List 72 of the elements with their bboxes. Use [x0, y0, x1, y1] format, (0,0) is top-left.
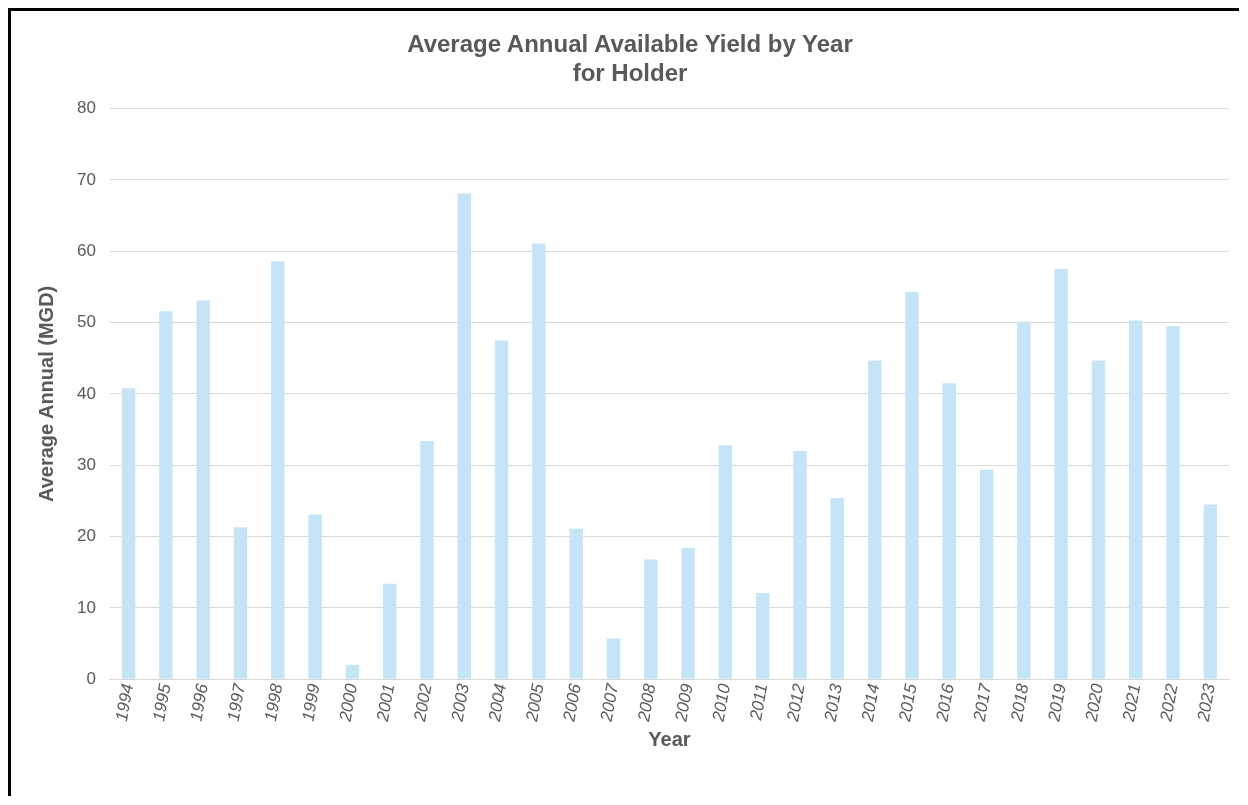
x-tick-label: 2018	[1006, 681, 1033, 724]
bar	[905, 291, 919, 679]
bar	[1017, 321, 1031, 679]
bar	[457, 193, 471, 679]
x-tick-label: 2008	[633, 681, 660, 724]
bar	[1054, 269, 1068, 679]
y-tick-label: 80	[76, 98, 96, 118]
bar	[942, 383, 956, 679]
x-tick-label: 1999	[298, 681, 324, 723]
bar	[532, 243, 546, 679]
x-tick-label: 1995	[149, 681, 175, 723]
bar	[1166, 326, 1180, 679]
x-tick-label: 2012	[783, 681, 809, 724]
bar	[196, 300, 210, 679]
bar	[718, 445, 733, 679]
x-tick-label: 2021	[1118, 682, 1145, 724]
chart-title: Average Annual Available Yield by Year for Holder	[407, 30, 853, 86]
bar	[867, 360, 882, 679]
bar	[382, 583, 397, 679]
bar	[494, 340, 509, 679]
y-axis-title: Average Annual (MGD)	[34, 285, 57, 503]
bar	[308, 514, 322, 679]
y-tick-label: 70	[76, 169, 96, 189]
x-tick-label: 2010	[708, 681, 735, 724]
x-tick-label: 2020	[1081, 681, 1108, 724]
bar	[1129, 320, 1143, 679]
x-tick-label: 1997	[223, 681, 250, 723]
bar	[345, 664, 360, 679]
bar	[606, 638, 621, 679]
x-tick-label: 2003	[447, 681, 473, 724]
y-tick-label: 40	[76, 383, 96, 403]
bar	[233, 527, 248, 679]
bar	[681, 547, 695, 679]
y-tick-label: 0	[86, 668, 96, 688]
y-tick-label: 20	[76, 526, 96, 546]
x-tick-label: 2022	[1156, 681, 1182, 724]
x-tick-label: 2023	[1193, 681, 1220, 724]
bar	[979, 469, 994, 679]
y-tick-label: 60	[76, 240, 96, 260]
bar	[420, 440, 434, 679]
x-tick-label: 2015	[895, 681, 921, 724]
bar	[121, 388, 136, 679]
x-tick-label: 1998	[261, 681, 287, 723]
bar	[271, 261, 285, 679]
bar	[159, 311, 173, 679]
x-tick-label: 1994	[111, 682, 138, 723]
x-tick-label: 2004	[484, 682, 511, 724]
x-tick-label: 2001	[372, 682, 399, 724]
x-tick-label: 2014	[857, 682, 884, 724]
bar	[569, 528, 583, 679]
y-tick-label: 10	[76, 597, 96, 617]
bar	[1203, 504, 1218, 679]
x-tick-label: 2002	[410, 681, 436, 724]
x-tick-label: 2009	[671, 681, 697, 724]
x-tick-label: 2013	[820, 681, 847, 724]
bar	[756, 592, 770, 679]
bar	[793, 450, 807, 679]
y-tick-label: 30	[76, 454, 96, 474]
x-tick-label: 1996	[186, 681, 212, 723]
x-tick-label: 2017	[969, 681, 996, 724]
x-tick-label: 2016	[932, 681, 958, 724]
bar	[644, 559, 658, 679]
x-tick-label: 2005	[522, 681, 548, 724]
x-axis-title: Year	[648, 727, 691, 750]
x-tick-label: 2011	[746, 682, 772, 723]
x-tick-label: 2019	[1044, 681, 1070, 724]
bar	[1091, 360, 1106, 679]
bar	[830, 498, 845, 679]
x-tick-label: 2000	[335, 681, 362, 724]
y-tick-label: 50	[76, 312, 96, 332]
x-tick-label: 2006	[559, 681, 585, 724]
x-tick-label: 2007	[596, 681, 623, 724]
